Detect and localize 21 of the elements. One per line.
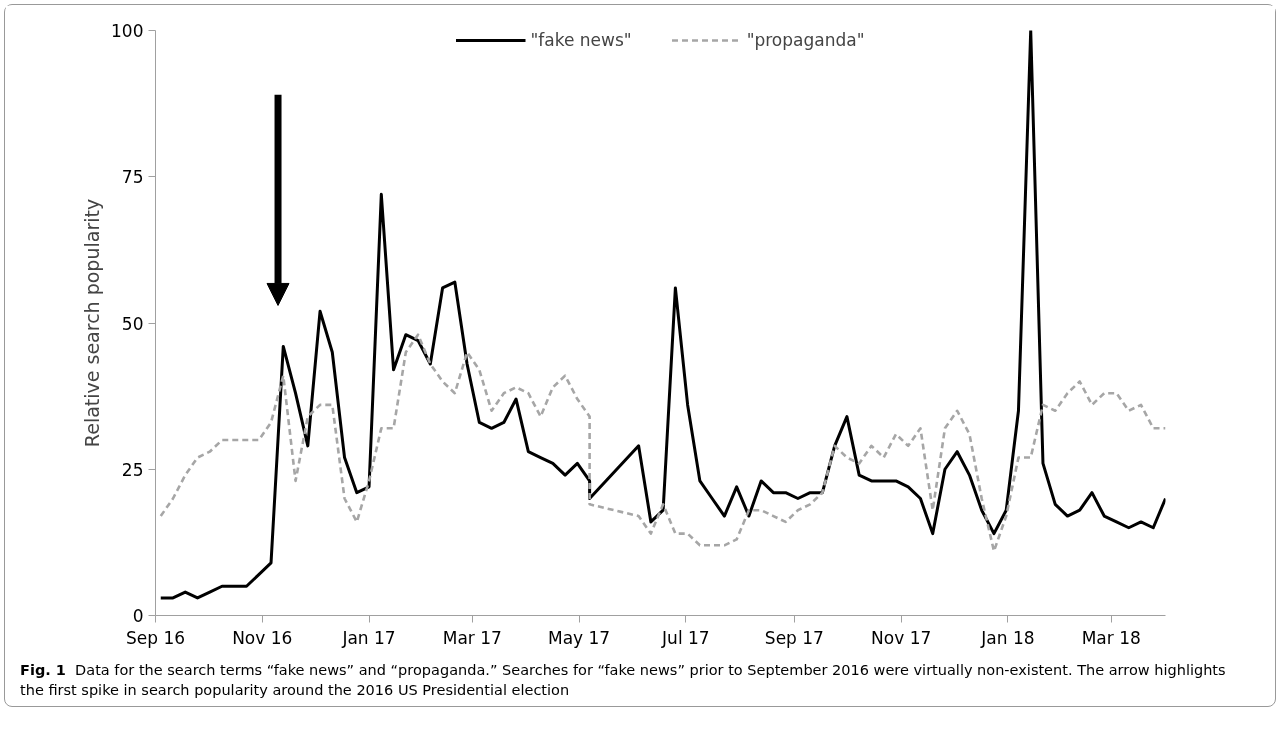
x-tick-label: Sep 17 — [764, 627, 824, 648]
x-tick-label: Mar 18 — [1081, 627, 1141, 648]
x-tick-label: Jan 17 — [341, 627, 396, 648]
y-tick-label: 50 — [121, 313, 144, 334]
y-axis-title: Relative search popularity — [81, 198, 104, 448]
x-tick-label: Mar 17 — [442, 627, 502, 648]
y-tick-label: 0 — [132, 606, 144, 626]
x-tick-label: Nov 16 — [232, 627, 293, 648]
x-tick-label: Jan 18 — [980, 627, 1035, 648]
line-series — [159, 333, 1166, 553]
y-tick-label: 75 — [121, 167, 144, 188]
caption: Fig. 1 — [20, 662, 66, 678]
y-tick-label: 25 — [121, 459, 144, 480]
x-tick-label: Jul 17 — [661, 627, 710, 648]
y-tick-label: 100 — [111, 21, 144, 41]
legend-label: "propaganda" — [746, 30, 865, 50]
x-tick-label: May 17 — [548, 627, 611, 648]
x-tick-label: Nov 17 — [871, 627, 932, 648]
line-series — [159, 30, 1166, 600]
x-tick-label: Sep 16 — [125, 627, 186, 648]
legend-label: "fake news" — [530, 30, 632, 50]
